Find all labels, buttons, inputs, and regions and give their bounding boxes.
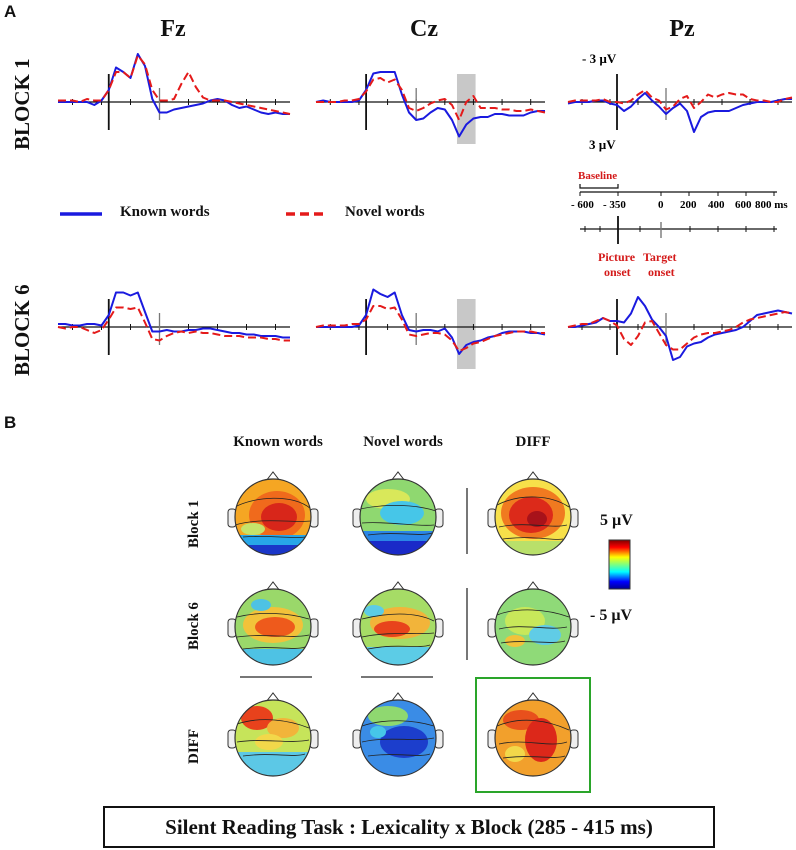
colorbar-min-label: - 5 µV [590, 607, 633, 624]
tick-label-600: 600 [735, 199, 752, 211]
waveform-novel-block1-fz [58, 54, 291, 115]
waveform-known-block6-fz [58, 291, 290, 339]
waveform-known-block1-fz [58, 53, 290, 115]
tick-label-800: 800 ms [755, 199, 788, 211]
baseline-label: Baseline [578, 170, 617, 182]
topo-col-novel: Novel words [363, 434, 443, 450]
picture-onset-line2: onset [604, 265, 631, 279]
significant-highlight-box [475, 677, 591, 793]
colorbar [608, 539, 631, 590]
topo-block6-diff [487, 581, 579, 666]
target-onset-line1: Target [643, 250, 677, 264]
time-axis-diagram: Baseline - 600 - 350 0 200 400 600 800 m… [571, 170, 788, 279]
shaded-window-block1-cz [456, 74, 476, 144]
waveform-novel-block6-pz [567, 311, 793, 351]
picture-onset-line1: Picture [598, 250, 636, 264]
topo-block6-known [227, 581, 319, 666]
waveform-novel-block1-cz [316, 77, 546, 121]
legend-known-label: Known words [120, 204, 210, 220]
topo-maps [227, 471, 631, 777]
topo-col-diff: DIFF [515, 434, 551, 450]
target-onset-line2: onset [648, 265, 675, 279]
waveform-novel-block1-pz [567, 89, 793, 111]
waveform-known-block1-pz [567, 92, 792, 133]
waveform-novel-block6-cz [315, 305, 545, 352]
tick-label-0: 0 [658, 199, 664, 211]
topo-block1-novel [352, 471, 444, 556]
shaded-window-block6-cz [456, 299, 476, 369]
topo-diff-novel [352, 692, 444, 777]
topo-block1-known [227, 471, 319, 556]
colorbar-max-label: 5 µV [600, 512, 633, 529]
topo-diff-diff [487, 692, 579, 777]
waveform-known-block1-cz [315, 71, 545, 138]
scale-bottom-label: 3 µV [589, 137, 616, 152]
scale-top-label: - 3 µV [582, 51, 617, 66]
panel-a-label: A [4, 2, 17, 21]
tick-label-400: 400 [708, 199, 725, 211]
topo-diff-known [227, 692, 319, 777]
electrode-title-cz: Cz [410, 16, 438, 42]
footer-title: Silent Reading Task : Lexicality x Block… [103, 806, 715, 848]
tick-label-200: 200 [680, 199, 697, 211]
electrode-title-pz: Pz [669, 16, 695, 42]
topo-block1-diff [487, 471, 579, 556]
waveform-known-block6-pz [568, 296, 793, 361]
legend-novel-label: Novel words [345, 204, 425, 220]
electrode-title-fz: Fz [160, 16, 186, 42]
topo-col-known: Known words [233, 434, 323, 450]
tick-label-neg350: - 350 [603, 199, 626, 211]
waveform-novel-block6-fz [57, 306, 290, 342]
topo-block6-novel [352, 581, 444, 666]
tick-label-neg600: - 600 [571, 199, 594, 211]
panel-b-label: B [4, 413, 17, 432]
erp-plots: - 3 µV 3 µV Baseline - 600 - 350 0 200 4… [57, 51, 793, 369]
waveform-known-block6-cz [316, 288, 546, 355]
